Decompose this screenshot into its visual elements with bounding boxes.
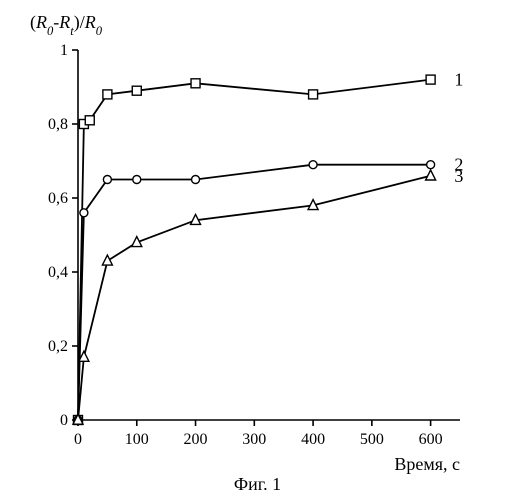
square-marker [103,90,112,99]
x-tick-label: 100 [125,431,149,448]
circle-marker [103,176,111,184]
y-tick-label: 1 [60,42,68,59]
square-marker [426,75,435,84]
x-tick-label: 0 [74,431,82,448]
x-tick-label: 200 [184,431,208,448]
y-tick-label: 0,6 [48,190,68,207]
circle-marker [427,161,435,169]
line-chart: 010020030040050060000,20,40,60,81(R0-Rt)… [0,0,515,500]
square-marker [191,79,200,88]
square-marker [309,90,318,99]
y-tick-label: 0,2 [48,338,68,355]
y-tick-label: 0,4 [48,264,68,281]
circle-marker [309,161,317,169]
circle-marker [80,209,88,217]
x-tick-label: 300 [242,431,266,448]
circle-marker [192,176,200,184]
x-tick-label: 500 [360,431,384,448]
square-marker [132,86,141,95]
x-tick-label: 400 [301,431,325,448]
y-tick-label: 0,8 [48,116,68,133]
series-annotation: 1 [454,70,463,90]
x-axis-label: Время, с [394,454,460,474]
circle-marker [133,176,141,184]
y-tick-label: 0 [60,412,68,429]
series-annotation: 3 [454,166,463,186]
figure-caption: Фиг. 1 [234,474,281,494]
x-tick-label: 600 [419,431,443,448]
square-marker [85,116,94,125]
